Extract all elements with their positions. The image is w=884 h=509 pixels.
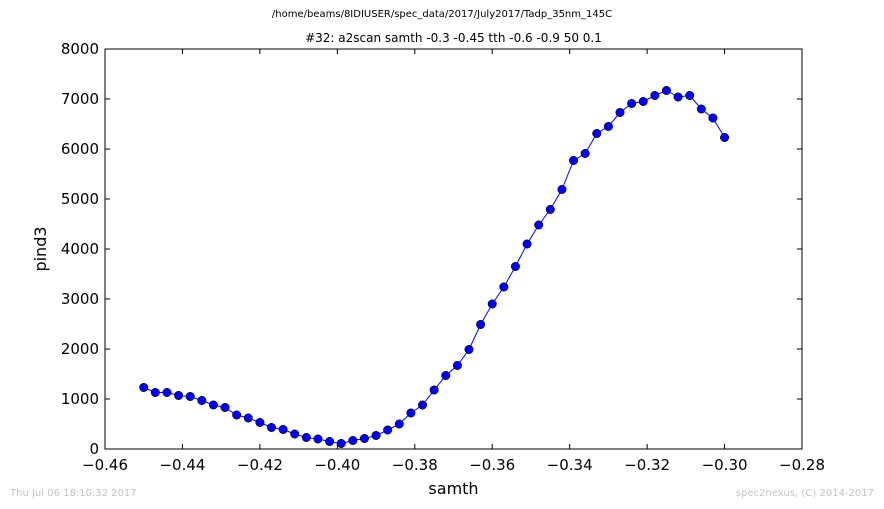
x-tick-label: −0.44: [159, 456, 205, 474]
data-point: [174, 390, 184, 400]
data-point: [197, 395, 207, 405]
x-tick-label: −0.30: [702, 456, 748, 474]
data-point: [720, 133, 730, 143]
data-point: [383, 425, 393, 435]
data-point: [359, 433, 369, 443]
tick-labels: −0.46 −0.44 −0.42 −0.40 −0.38 −0.36 −0.34 −0.32…: [61, 40, 825, 474]
data-point: [545, 205, 555, 215]
data-point: [394, 419, 404, 429]
data-point: [522, 239, 532, 249]
y-tick-label: 3000: [61, 290, 99, 308]
y-tick-label: 6000: [61, 140, 99, 158]
data-point: [441, 370, 451, 380]
data-point: [638, 97, 648, 107]
data-point: [476, 319, 486, 329]
data-point: [464, 344, 474, 354]
x-tick-label: −0.36: [469, 456, 515, 474]
data-point: [452, 360, 462, 370]
y-axis-label: pind3: [31, 226, 50, 271]
data-point: [255, 417, 265, 427]
data-point: [580, 149, 590, 159]
data-point: [348, 435, 358, 445]
data-point: [278, 424, 288, 434]
data-point: [232, 410, 242, 420]
data-point: [499, 282, 509, 292]
data-point: [429, 385, 439, 395]
data-point: [603, 122, 613, 132]
data-point: [313, 434, 323, 444]
x-tick-label: −0.32: [624, 456, 670, 474]
series-group: [139, 86, 730, 448]
x-tick-label: −0.34: [547, 456, 593, 474]
y-tick-label: 8000: [61, 40, 99, 58]
data-point: [162, 387, 172, 397]
x-tick-label: −0.28: [779, 456, 825, 474]
data-point: [418, 400, 428, 410]
x-tick-label: −0.42: [237, 456, 283, 474]
data-point: [487, 299, 497, 309]
plot-area-frame: [104, 48, 803, 450]
y-tick-label: 0: [89, 440, 99, 458]
data-point: [557, 185, 567, 195]
data-point: [150, 387, 160, 397]
data-point: [510, 261, 520, 271]
x-tick-label: −0.40: [314, 456, 360, 474]
data-point: [627, 99, 637, 109]
data-point: [661, 86, 671, 96]
data-point: [301, 432, 311, 442]
y-tick-label: 1000: [61, 390, 99, 408]
data-point: [592, 129, 602, 139]
data-point: [569, 156, 579, 166]
data-point: [371, 430, 381, 440]
data-point: [673, 92, 683, 102]
data-point: [406, 408, 416, 418]
file-path-header: /home/beams/8IDIUSER/spec_data/2017/July…: [271, 9, 613, 20]
data-point: [185, 391, 195, 401]
x-tick-label: −0.38: [392, 456, 438, 474]
y-tick-label: 5000: [61, 190, 99, 208]
data-point: [336, 438, 346, 448]
data-point: [615, 108, 625, 118]
footer-credit: spec2nexus, (C) 2014-2017: [735, 488, 874, 499]
data-point: [696, 104, 706, 114]
y-tick-label: 4000: [61, 240, 99, 258]
y-tick-label: 2000: [61, 340, 99, 358]
data-point: [685, 91, 695, 101]
data-point: [267, 422, 277, 432]
footer-timestamp: Thu Jul 06 18:10:32 2017: [10, 488, 137, 499]
chart-title: #32: a2scan samth -0.3 -0.45 tth -0.6 -0…: [305, 31, 602, 45]
data-point: [243, 413, 253, 423]
data-point: [139, 382, 149, 392]
data-point: [208, 400, 218, 410]
x-tick-label: −0.46: [82, 456, 128, 474]
x-axis-label: samth: [428, 479, 478, 498]
data-point: [534, 220, 544, 230]
data-point: [325, 436, 335, 446]
y-tick-label: 7000: [61, 90, 99, 108]
data-point: [290, 429, 300, 439]
data-point: [650, 91, 660, 101]
data-point: [220, 402, 230, 412]
data-point: [708, 113, 718, 123]
